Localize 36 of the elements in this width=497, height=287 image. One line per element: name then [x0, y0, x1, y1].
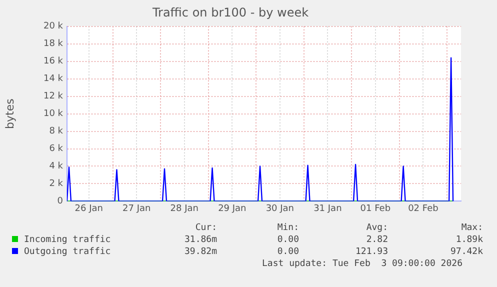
- text: 0.00: [276, 246, 299, 258]
- x-tick-label: 02 Feb: [408, 204, 439, 214]
- x-tick-label: 30 Jan: [266, 204, 294, 214]
- text: 121.93: [354, 246, 388, 258]
- y-tick-label: 16 k: [43, 56, 64, 67]
- text: 2.82: [365, 234, 388, 246]
- x-tick-label: 31 Jan: [314, 204, 342, 214]
- y-tick-label: 2 k: [49, 179, 64, 190]
- y-tick-label: 10 k: [43, 109, 64, 120]
- text: 31.86m: [183, 234, 217, 246]
- y-axis-title: bytes: [3, 98, 16, 129]
- y-tick-label: 20 k: [43, 22, 64, 32]
- chart-title: Traffic on br100 - by week: [151, 5, 309, 20]
- text: 0.00: [276, 234, 299, 246]
- text: Avg:: [365, 222, 388, 234]
- text: Last update: Tue Feb 3 09:00:00 2026: [261, 258, 464, 270]
- y-tick-label: 0: [57, 196, 64, 207]
- y-tick-label: 12 k: [43, 92, 64, 102]
- y-tick-label: 8 k: [49, 126, 64, 137]
- text: 1.89k: [454, 234, 483, 246]
- x-tick-label: 01 Feb: [360, 204, 391, 214]
- x-tick-label: 28 Jan: [170, 204, 198, 214]
- y-tick-label: 14 k: [43, 74, 64, 84]
- x-tick-label: 27 Jan: [122, 204, 151, 214]
- text: Min:: [276, 222, 299, 234]
- legend-label: Outgoing traffic: [24, 246, 112, 258]
- y-tick-label: 18 k: [43, 39, 64, 50]
- x-tick-label: 26 Jan: [74, 204, 103, 214]
- y-tick-label: 6 k: [49, 144, 64, 154]
- text: 39.82m: [183, 246, 217, 258]
- text: Cur:: [194, 222, 217, 234]
- text: 97.42k: [449, 246, 483, 258]
- text: Max:: [460, 222, 483, 234]
- legend-label: Incoming traffic: [24, 234, 112, 246]
- x-tick-label: 29 Jan: [218, 204, 246, 214]
- y-tick-label: 4 k: [49, 162, 64, 172]
